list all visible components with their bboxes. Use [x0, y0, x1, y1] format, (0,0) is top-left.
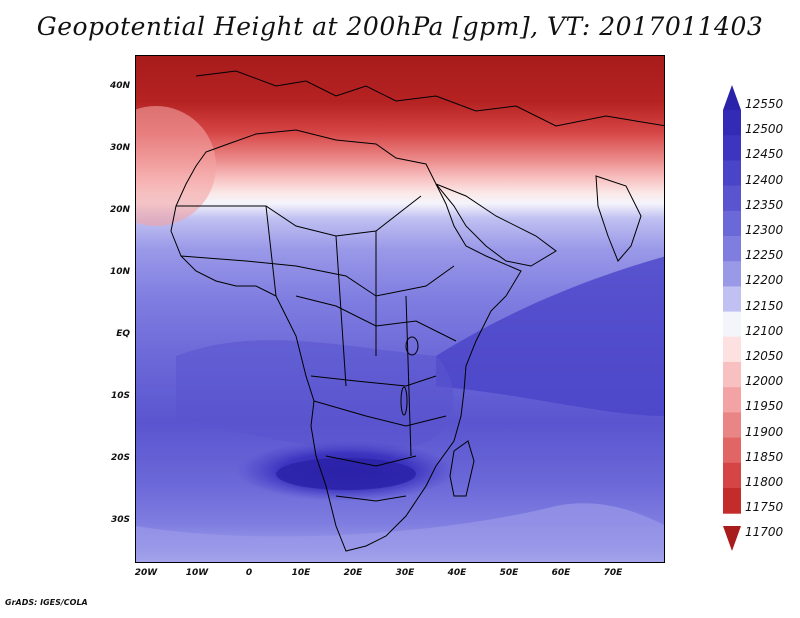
- lat-label-30n: 30N: [109, 143, 130, 153]
- colorbar-swatch: [723, 236, 741, 262]
- colorbar-label: 12100: [745, 323, 784, 338]
- colorbar-swatch: [723, 160, 741, 187]
- colorbar-label: 11850: [745, 449, 784, 464]
- colorbar-swatches: [723, 85, 741, 551]
- lon-label-10w: 10W: [185, 568, 209, 578]
- colorbar-label: 12300: [745, 223, 784, 237]
- colorbar-label: 11700: [745, 525, 784, 540]
- colorbar-swatch: [723, 185, 741, 212]
- lon-label-50e: 50E: [499, 568, 519, 578]
- lon-label-20e: 20E: [343, 568, 363, 578]
- colorbar-swatch: [723, 437, 741, 464]
- lon-label-60e: 60E: [551, 568, 571, 578]
- colorbar-swatch: [723, 462, 741, 489]
- lon-label-10e: 10E: [291, 568, 311, 578]
- colorbar: [723, 85, 741, 559]
- geopotential-height-field: [136, 56, 664, 562]
- colorbar-label: 12450: [745, 147, 784, 162]
- colorbar-label: 11900: [745, 424, 784, 439]
- colorbar-swatch: [723, 387, 741, 413]
- lat-label-20n: 20N: [109, 205, 130, 215]
- colorbar-label: 11800: [745, 475, 784, 489]
- map-panel: [135, 55, 665, 563]
- lat-label-10s: 10S: [110, 391, 130, 401]
- grads-credit: GrADS: IGES/COLA: [5, 598, 88, 607]
- colorbar-bottom-arrow: [723, 526, 741, 551]
- colorbar-label: 12500: [745, 122, 784, 137]
- colorbar-label: 12150: [745, 298, 784, 313]
- colorbar-label: 11950: [745, 399, 784, 414]
- colorbar-swatch: [723, 286, 741, 313]
- colorbar-swatch: [723, 488, 741, 514]
- lon-label-70e: 70E: [603, 568, 623, 578]
- colorbar-label: 12250: [745, 248, 784, 263]
- colorbar-swatch: [723, 311, 741, 338]
- colorbar-label: 11750: [745, 500, 784, 515]
- colorbar-swatch: [723, 412, 741, 439]
- colorbar-label: 12350: [745, 197, 784, 212]
- lon-label-40e: 40E: [447, 568, 467, 578]
- lon-label-20w: 20W: [134, 568, 158, 578]
- colorbar-label: 12200: [745, 273, 784, 288]
- lat-label-30s: 30S: [110, 515, 130, 525]
- lat-label-eq: EQ: [116, 329, 130, 339]
- colorbar-swatch: [723, 110, 741, 136]
- colorbar-label: 12050: [745, 349, 784, 363]
- chart-title: Geopotential Height at 200hPa [gpm], VT:…: [36, 12, 764, 41]
- colorbar-swatch: [723, 261, 741, 287]
- lat-label-20s: 20S: [110, 453, 130, 463]
- colorbar-swatch: [723, 210, 741, 237]
- lat-label-10n: 10N: [109, 267, 130, 277]
- lon-label-0: 0: [245, 568, 253, 578]
- colorbar-swatch: [723, 135, 741, 161]
- colorbar-top-arrow: [723, 85, 741, 110]
- colorbar-swatch: [723, 362, 741, 388]
- colorbar-label: 12000: [745, 374, 784, 389]
- colorbar-label: 12550: [745, 97, 784, 111]
- lat-label-40n: 40N: [109, 81, 130, 91]
- colorbar-label: 12400: [745, 172, 784, 187]
- lon-label-30e: 30E: [395, 568, 415, 578]
- colorbar-swatch: [723, 336, 741, 363]
